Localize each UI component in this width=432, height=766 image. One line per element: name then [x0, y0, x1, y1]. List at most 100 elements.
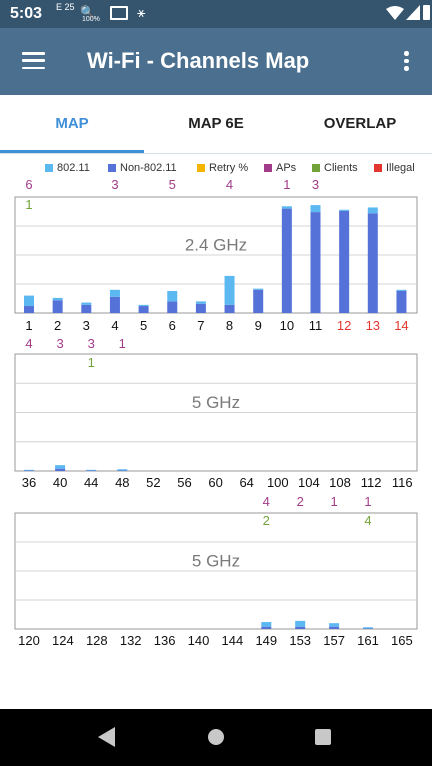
- channel-label-140: 140: [188, 633, 210, 648]
- client-count-44: 1: [88, 355, 95, 370]
- more-vert-icon[interactable]: [404, 51, 410, 73]
- bar-80211-153: [295, 620, 306, 627]
- ap-count-149: 4: [263, 494, 270, 509]
- channel-label-14: 14: [394, 318, 408, 333]
- legend-swatch: [374, 164, 382, 172]
- ap-count-4: 3: [111, 178, 118, 192]
- channel-label-132: 132: [120, 633, 142, 648]
- chart-legend: 802.11 Non-802.11 Retry % APs Clients Il…: [0, 162, 432, 178]
- ap-count-36: 4: [25, 336, 32, 351]
- channel-label-6: 6: [169, 318, 176, 333]
- bar-80211-44: [86, 469, 97, 471]
- client-count-161: 4: [364, 513, 371, 528]
- channel-label-128: 128: [86, 633, 108, 648]
- channel-label-52: 52: [146, 475, 160, 490]
- client-count-149: 2: [263, 513, 270, 528]
- bar-80211-157: [329, 623, 340, 627]
- band-title: 5 GHz: [192, 551, 240, 570]
- ap-count-48: 1: [119, 336, 126, 351]
- channel-label-11: 11: [309, 318, 323, 333]
- bar-80211-4: [109, 289, 120, 297]
- band-chart-2: 5 GHz 120 124 128 132 136 140 144 149 4 2 153 2 157 1 1…: [14, 494, 418, 648]
- channel-label-104: 104: [298, 475, 320, 490]
- channel-label-157: 157: [323, 633, 345, 648]
- channel-label-48: 48: [115, 475, 129, 490]
- legend-swatch: [197, 164, 205, 172]
- recents-square-icon[interactable]: [315, 729, 331, 745]
- band-title: 2.4 GHz: [185, 235, 247, 254]
- bar-80211-1: [24, 295, 34, 307]
- channel-label-120: 120: [18, 633, 40, 648]
- ap-count-10: 1: [283, 178, 290, 192]
- bar-80211-6: [167, 290, 178, 302]
- status-time: 5:03: [10, 5, 43, 22]
- bar-non80211-9: [253, 289, 264, 313]
- bar-non80211-12: [339, 210, 350, 313]
- wifi-icon: [386, 6, 404, 20]
- tab-map[interactable]: MAP: [55, 115, 89, 132]
- bar-non80211-36: [24, 470, 34, 471]
- tab-map-6e[interactable]: MAP 6E: [188, 115, 244, 132]
- bar-80211-48: [117, 469, 128, 471]
- bar-non80211-10: [281, 208, 292, 313]
- legend-swatch: [45, 164, 53, 172]
- network-icon: E 25: [56, 2, 75, 12]
- ap-count-11: 3: [312, 178, 319, 192]
- bar-80211-2: [52, 297, 63, 301]
- bar-non80211-153: [295, 626, 306, 629]
- page-title: Wi-Fi - Channels Map: [87, 48, 310, 73]
- bar-non80211-7: [195, 303, 206, 313]
- legend-item-aps: APs: [264, 162, 296, 174]
- bar-non80211-44: [86, 470, 97, 471]
- channel-label-36: 36: [22, 475, 36, 490]
- channel-label-161: 161: [357, 633, 379, 648]
- bar-non80211-2: [52, 300, 63, 313]
- bar-non80211-13: [367, 213, 378, 313]
- tab-overlap[interactable]: OVERLAP: [323, 115, 397, 132]
- hamburger-icon[interactable]: [22, 52, 45, 70]
- legend-swatch: [312, 164, 320, 172]
- channel-label-124: 124: [52, 633, 74, 648]
- legend-swatch: [108, 164, 116, 172]
- legend-swatch: [264, 164, 272, 172]
- bar-non80211-48: [117, 470, 128, 471]
- legend-item-non80211: Non-802.11: [108, 162, 177, 174]
- channel-label-5: 5: [140, 318, 147, 333]
- signal-icon: [406, 5, 420, 20]
- ap-count-161: 1: [364, 494, 371, 509]
- channel-label-64: 64: [239, 475, 253, 490]
- channel-label-8: 8: [226, 318, 233, 333]
- bar-80211-7: [195, 301, 206, 304]
- bar-80211-10: [281, 206, 292, 209]
- channel-label-116: 116: [392, 475, 413, 490]
- channel-label-13: 13: [366, 318, 380, 333]
- bar-80211-8: [224, 275, 235, 305]
- bar-non80211-149: [261, 626, 272, 629]
- legend-item-clients: Clients: [312, 162, 358, 174]
- back-triangle-icon[interactable]: [98, 727, 115, 747]
- client-count-1: 1: [25, 197, 32, 212]
- nav-bar: [0, 709, 432, 766]
- bar-80211-36: [24, 469, 34, 471]
- ap-count-44: 3: [88, 336, 95, 351]
- legend-item-80211: 802.11: [45, 162, 90, 174]
- bar-non80211-4: [109, 296, 120, 313]
- home-circle-icon[interactable]: [208, 729, 224, 745]
- bar-80211-149: [261, 622, 272, 627]
- bar-non80211-3: [81, 304, 92, 313]
- ap-count-153: 2: [297, 494, 304, 509]
- channel-label-40: 40: [53, 475, 67, 490]
- ap-count-8: 4: [226, 178, 233, 192]
- usb-icon: ⚹: [137, 4, 146, 20]
- channel-label-149: 149: [255, 633, 277, 648]
- cast-icon: [110, 6, 128, 20]
- bar-non80211-8: [224, 304, 235, 313]
- bar-80211-11: [310, 205, 321, 213]
- bar-80211-14: [396, 289, 407, 291]
- channel-label-144: 144: [222, 633, 244, 648]
- bar-non80211-5: [138, 306, 149, 313]
- channel-label-3: 3: [83, 318, 90, 333]
- ap-count-1: 6: [25, 178, 32, 192]
